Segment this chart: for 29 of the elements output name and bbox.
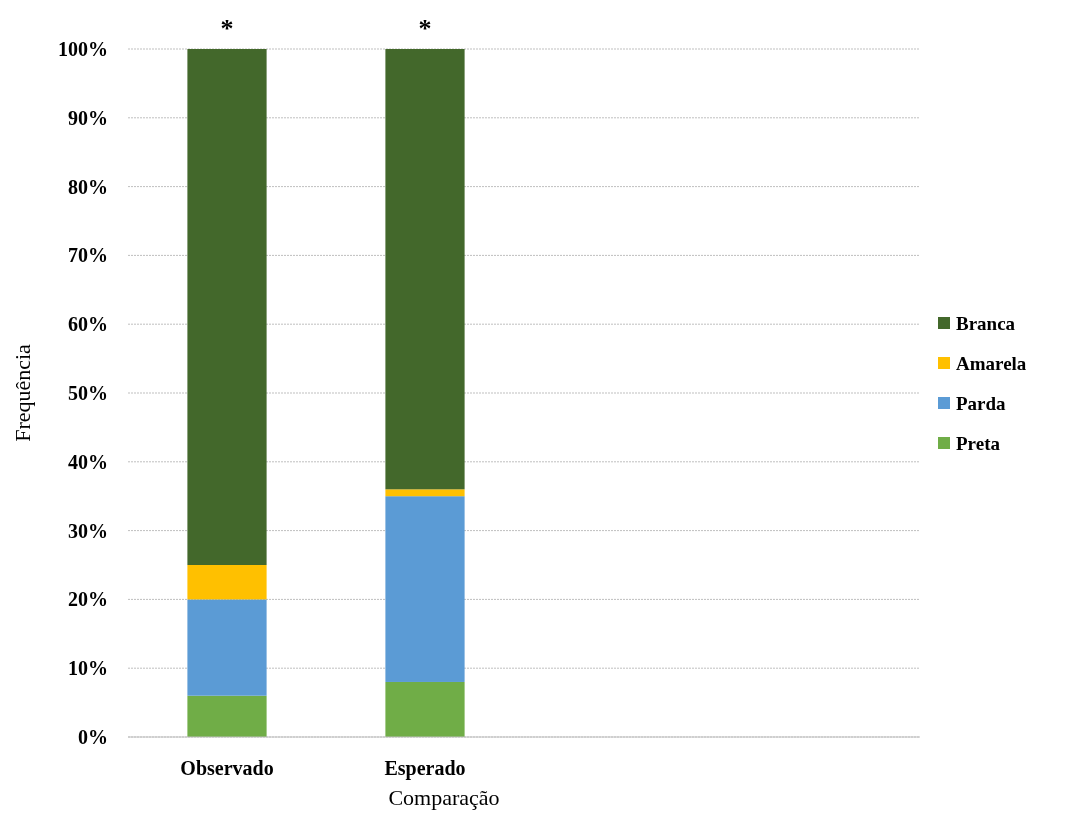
x-tick-label: Esperado (384, 757, 466, 780)
bar (187, 599, 267, 696)
legend-label: Parda (956, 392, 1007, 414)
legend-label: Preta (956, 432, 1001, 454)
legend-label: Amarela (956, 352, 1027, 374)
bar (385, 489, 465, 497)
annotation: * (418, 14, 432, 43)
y-axis-title: Frequência (10, 343, 35, 442)
y-tick-label: 40% (68, 450, 108, 473)
annotation: * (220, 14, 234, 43)
bar (187, 565, 267, 600)
bar (385, 681, 465, 737)
y-tick-label: 20% (68, 588, 108, 611)
y-tick-label: 70% (68, 244, 108, 267)
y-tick-label: 30% (68, 519, 108, 542)
y-tick-label: 50% (68, 382, 108, 404)
bar (187, 695, 267, 737)
y-tick-label: 80% (68, 175, 108, 198)
y-tick-label: 0% (78, 726, 108, 748)
y-tick-label: 60% (68, 313, 108, 336)
bar (385, 49, 465, 490)
bar (187, 49, 267, 565)
x-axis-title: Comparação (388, 785, 500, 810)
y-tick-label: 10% (68, 657, 108, 680)
y-tick-label: 90% (68, 106, 108, 129)
x-tick-label: Observado (180, 757, 274, 779)
bar (385, 496, 465, 682)
y-tick-label: 100% (58, 38, 108, 60)
legend-label: Branca (956, 312, 1016, 334)
